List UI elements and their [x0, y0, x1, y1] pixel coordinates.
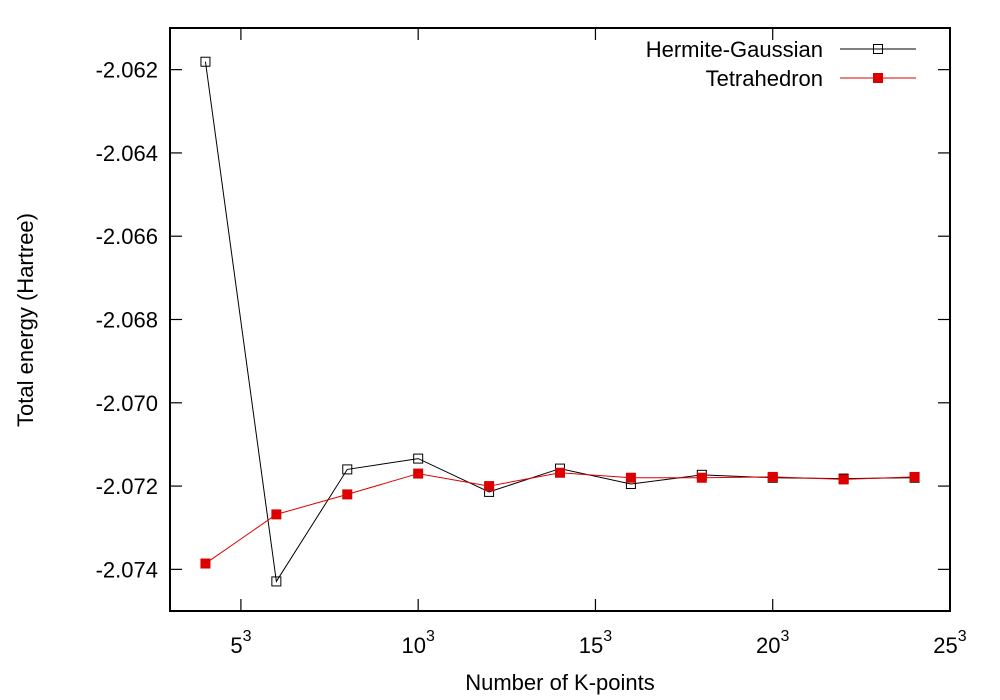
data-point-tetrahedron	[413, 468, 424, 479]
y-tick-label: -2.066	[96, 224, 158, 249]
y-tick-label: -2.062	[96, 58, 158, 83]
data-point-tetrahedron	[200, 558, 211, 569]
data-point-tetrahedron	[838, 474, 849, 485]
data-point-tetrahedron	[342, 489, 353, 500]
y-tick-label: -2.072	[96, 474, 158, 499]
data-point-hermite-gaussian	[271, 576, 282, 587]
data-point-tetrahedron	[696, 472, 707, 483]
legend-label-tetrahedron: Tetrahedron	[706, 66, 823, 91]
x-tick-label: 53	[230, 628, 251, 658]
legend-marker-hermite-gaussian	[873, 44, 883, 54]
data-point-tetrahedron	[271, 509, 282, 520]
x-tick-label: 253	[933, 628, 966, 658]
data-point-hermite-gaussian	[342, 464, 353, 475]
y-tick-label: -2.064	[96, 141, 158, 166]
data-point-tetrahedron	[625, 472, 636, 483]
y-tick-label: -2.070	[96, 391, 158, 416]
legend-label-hermite-gaussian: Hermite-Gaussian	[646, 37, 823, 62]
data-point-tetrahedron	[767, 471, 778, 482]
series-line-hermite-gaussian	[204, 61, 915, 583]
y-tick-label: -2.068	[96, 308, 158, 333]
data-point-hermite-gaussian	[413, 453, 424, 464]
x-tick-label: 203	[756, 628, 789, 658]
data-point-tetrahedron	[909, 471, 920, 482]
y-axis-label: Total energy (Hartree)	[13, 213, 38, 427]
data-point-tetrahedron	[484, 481, 495, 492]
data-point-tetrahedron	[555, 467, 565, 478]
plot-frame	[169, 27, 951, 612]
x-axis-label: Number of K-points	[465, 670, 655, 695]
legend-marker-tetrahedron	[873, 73, 883, 83]
data-point-hermite-gaussian	[200, 56, 211, 67]
series-line-tetrahedron	[205, 472, 915, 564]
x-tick-label: 103	[401, 628, 434, 658]
y-tick-label: -2.074	[96, 557, 158, 582]
x-tick-label: 153	[579, 628, 612, 658]
